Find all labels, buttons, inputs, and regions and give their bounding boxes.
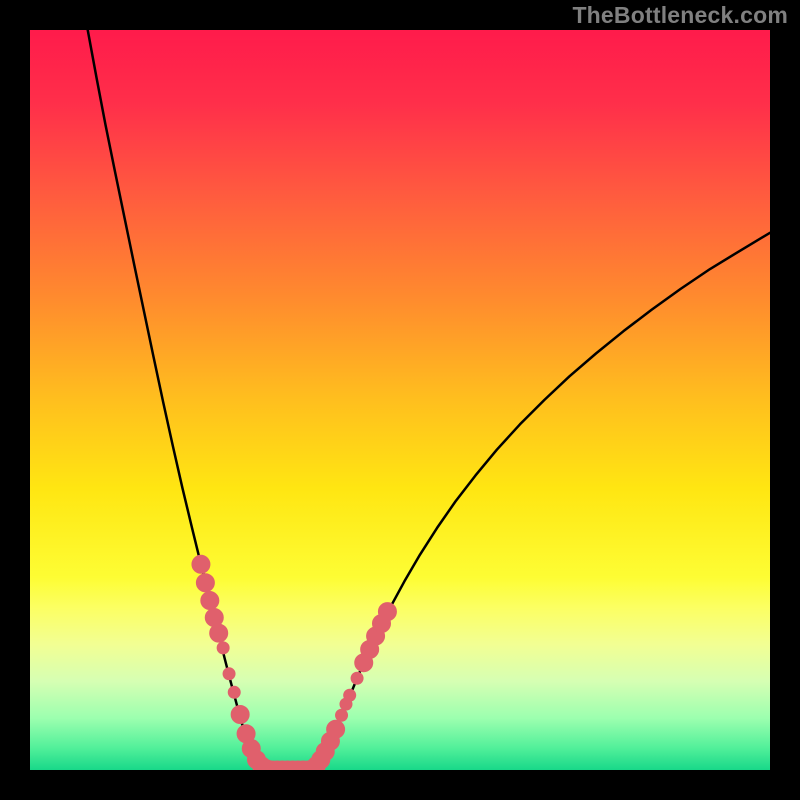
data-marker	[228, 686, 240, 698]
data-marker	[378, 603, 396, 621]
data-marker	[231, 706, 249, 724]
figure-frame: TheBottleneck.com	[0, 0, 800, 800]
data-marker	[217, 642, 229, 654]
chart-svg	[30, 30, 770, 770]
data-marker	[210, 624, 228, 642]
data-marker	[192, 555, 210, 573]
data-marker	[340, 698, 352, 710]
data-marker	[201, 592, 219, 610]
data-marker	[223, 668, 235, 680]
data-marker	[327, 720, 345, 738]
data-marker	[336, 709, 348, 721]
curve-segment	[310, 233, 770, 770]
data-marker	[351, 672, 363, 684]
chart-area	[30, 30, 770, 770]
curve-segment	[88, 30, 274, 770]
data-marker	[196, 574, 214, 592]
watermark-text: TheBottleneck.com	[572, 2, 788, 29]
